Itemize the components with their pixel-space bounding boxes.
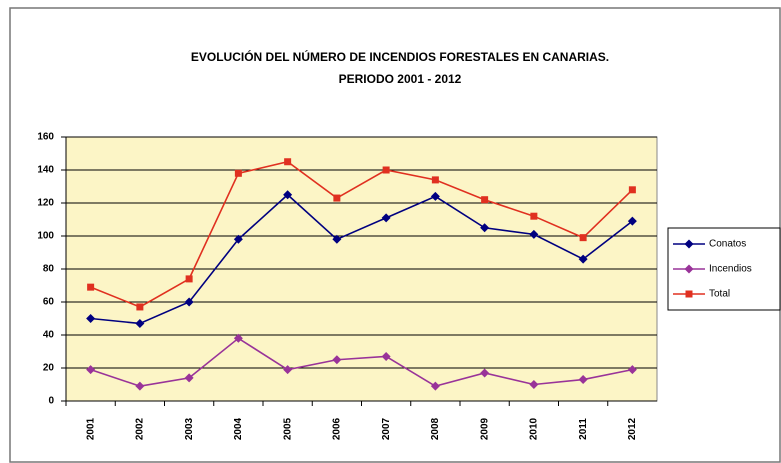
data-point xyxy=(233,333,243,343)
data-point xyxy=(381,351,391,361)
data-point xyxy=(430,381,440,391)
data-point xyxy=(578,375,588,385)
data-point xyxy=(184,297,194,307)
x-tick-label: 2001 xyxy=(85,417,96,440)
data-point xyxy=(135,318,145,328)
x-tick-label: 2007 xyxy=(381,417,392,440)
legend-marker xyxy=(684,264,694,274)
x-tick-label: 2003 xyxy=(184,417,195,440)
legend-marker xyxy=(685,290,693,298)
data-point xyxy=(233,234,243,244)
x-tick-label: 2012 xyxy=(627,417,638,440)
series-line xyxy=(90,160,633,308)
data-point xyxy=(529,229,539,239)
x-tick-label: 2009 xyxy=(479,417,490,440)
data-point xyxy=(332,234,342,244)
y-tick-label: 120 xyxy=(37,198,54,209)
x-tick-label: 2010 xyxy=(529,417,540,440)
data-point xyxy=(283,365,293,375)
data-point xyxy=(284,158,292,166)
y-tick-label: 0 xyxy=(48,396,54,407)
data-point xyxy=(87,283,95,291)
data-point xyxy=(431,176,439,184)
x-tick-label: 2011 xyxy=(578,418,589,440)
chart-title: EVOLUCIÓN DEL NÚMERO DE INCENDIOS FOREST… xyxy=(191,49,609,64)
data-point xyxy=(628,186,636,194)
y-tick-label: 80 xyxy=(43,264,55,275)
data-point xyxy=(627,365,637,375)
data-point xyxy=(627,216,637,226)
legend-label: Incendios xyxy=(709,264,752,275)
data-point xyxy=(578,254,588,264)
y-tick-label: 140 xyxy=(37,165,54,176)
y-tick-label: 100 xyxy=(37,231,54,242)
data-point xyxy=(135,381,145,391)
series-line xyxy=(90,337,633,388)
data-point xyxy=(333,194,341,202)
chart-subtitle: PERIODO 2001 - 2012 xyxy=(339,72,462,86)
legend-label: Total xyxy=(709,289,730,300)
data-point xyxy=(579,234,587,242)
data-point xyxy=(86,365,96,375)
legend-marker xyxy=(684,239,694,249)
data-point xyxy=(529,380,539,389)
x-tick-label: 2002 xyxy=(135,417,146,440)
x-tick-label: 2004 xyxy=(233,417,244,440)
data-point xyxy=(234,169,242,177)
data-point xyxy=(481,196,489,204)
data-point xyxy=(136,303,144,311)
y-tick-label: 20 xyxy=(43,363,55,374)
x-tick-label: 2006 xyxy=(332,417,343,440)
y-tick-label: 60 xyxy=(43,297,55,308)
y-tick-label: 160 xyxy=(37,132,54,143)
data-point xyxy=(530,212,538,220)
data-point xyxy=(185,275,193,283)
data-point xyxy=(381,213,391,223)
series-line xyxy=(90,193,633,325)
legend-label: Conatos xyxy=(709,239,746,250)
x-tick-label: 2008 xyxy=(430,417,441,440)
data-point xyxy=(184,373,194,383)
data-point xyxy=(86,314,96,323)
data-point xyxy=(480,368,490,378)
data-point xyxy=(332,355,342,365)
data-point xyxy=(382,166,390,174)
y-tick-label: 40 xyxy=(43,330,55,341)
data-point xyxy=(283,190,293,200)
data-point xyxy=(430,191,440,201)
data-point xyxy=(480,223,490,233)
x-tick-label: 2005 xyxy=(282,417,293,440)
